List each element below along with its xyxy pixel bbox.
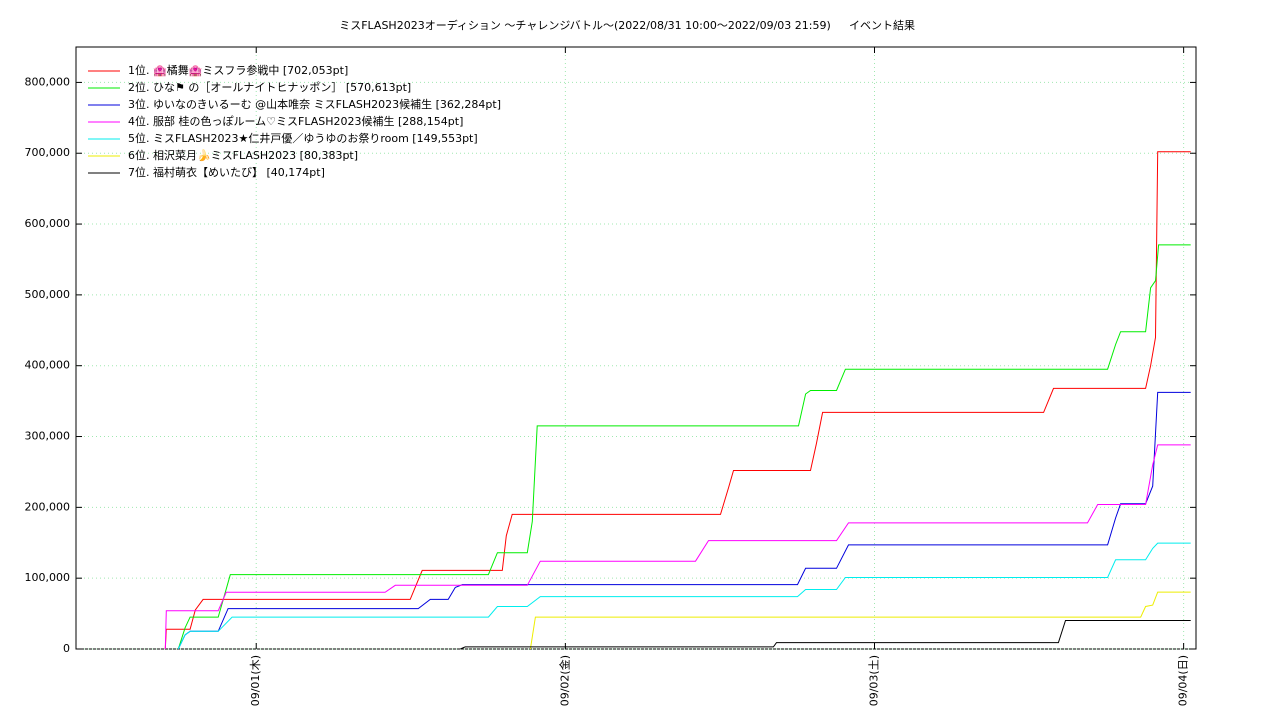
x-tick-label: 09/03(土) bbox=[867, 655, 880, 706]
series-line bbox=[460, 620, 1191, 650]
x-tick-label: 09/04(日) bbox=[1177, 655, 1190, 706]
y-tick-label: 700,000 bbox=[25, 146, 71, 159]
series-line bbox=[177, 391, 1191, 650]
chart-title: ミスFLASH2023オーディション 〜チャレンジバトル〜(2022/08/31… bbox=[339, 18, 831, 32]
series-line bbox=[177, 244, 1191, 650]
x-tick-label: 09/01(木) bbox=[249, 655, 262, 706]
legend-label: 5位. ミスFLASH2023★仁井戸優／ゆうゆのお祭りroom [149,55… bbox=[128, 131, 478, 145]
series-line bbox=[164, 444, 1191, 650]
y-tick-label: 300,000 bbox=[25, 430, 71, 443]
series-line bbox=[529, 591, 1191, 650]
y-tick-label: 200,000 bbox=[25, 500, 71, 513]
y-tick-label: 0 bbox=[63, 642, 70, 655]
legend-label: 3位. ゆいなのきいるーむ @山本唯奈 ミスFLASH2023候補生 [362,… bbox=[128, 97, 501, 111]
chart-subtitle: イベント結果 bbox=[849, 18, 915, 32]
y-tick-label: 100,000 bbox=[25, 571, 71, 584]
series-line bbox=[164, 151, 1191, 650]
legend-label: 1位. 🏩橘舞🏩ミスフラ参戦中 [702,053pt] bbox=[128, 63, 348, 77]
legend-label: 7位. 福村萌衣【めいたび】 [40,174pt] bbox=[128, 165, 325, 179]
y-tick-label: 800,000 bbox=[25, 75, 71, 88]
legend-label: 6位. 相沢菜月🍌ミスFLASH2023 [80,383pt] bbox=[128, 148, 358, 162]
x-tick-label: 09/02(金) bbox=[557, 655, 571, 706]
y-tick-label: 400,000 bbox=[25, 359, 71, 372]
series-line bbox=[177, 542, 1191, 650]
legend-label: 2位. ひな⚑ の［オールナイトヒナッポン］ [570,613pt] bbox=[128, 80, 411, 94]
y-tick-label: 600,000 bbox=[25, 217, 71, 230]
legend-label: 4位. 服部 桂の色っぽルーム♡ミスFLASH2023候補生 [288,154p… bbox=[128, 114, 463, 128]
y-tick-label: 500,000 bbox=[25, 288, 71, 301]
